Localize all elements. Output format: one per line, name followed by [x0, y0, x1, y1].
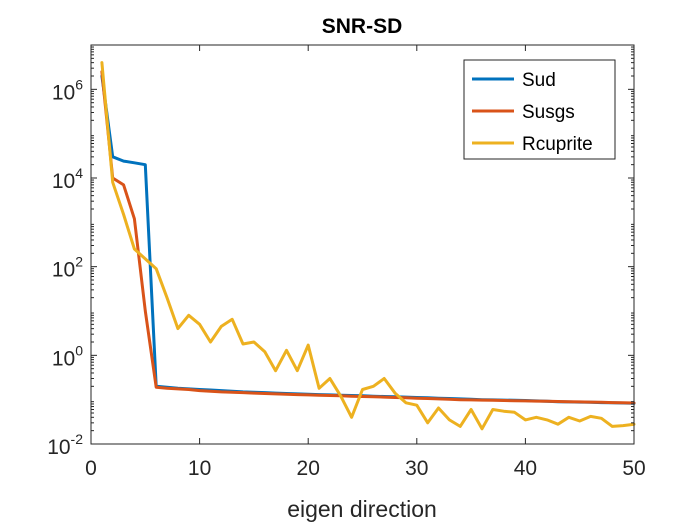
series-points-susgs	[101, 71, 635, 404]
x-tick-label: 20	[297, 457, 320, 480]
axes-box	[90, 44, 635, 445]
legend-label-rcuprite: Rcuprite	[522, 134, 593, 155]
series-points-rcuprite	[101, 62, 635, 429]
legend-label-susgs: Susgs	[522, 102, 575, 123]
y-tick-label: 10-2	[47, 431, 83, 459]
series-line-rcuprite	[100, 61, 636, 431]
x-tick-label: 50	[622, 457, 645, 480]
x-tick-label: 10	[188, 457, 211, 480]
legend: Sud Susgs Rcuprite	[463, 59, 616, 160]
y-tick-label: 100	[52, 342, 83, 370]
x-axis-label: eigen direction	[287, 496, 437, 522]
y-tick-label: 104	[52, 165, 83, 193]
series-line-susgs	[100, 70, 636, 405]
x-tick-label: 0	[85, 457, 97, 480]
tick-layer: 0 10 20 30 40 50 10-2 100 102 104 106	[47, 45, 646, 480]
series-layer	[100, 61, 636, 431]
y-tick-label: 106	[52, 76, 83, 104]
y-tick-label: 102	[52, 254, 83, 282]
x-tick-label: 40	[514, 457, 537, 480]
legend-label-sud: Sud	[522, 70, 556, 91]
x-tick-label: 30	[405, 457, 428, 480]
chart-title: SNR-SD	[322, 15, 403, 38]
